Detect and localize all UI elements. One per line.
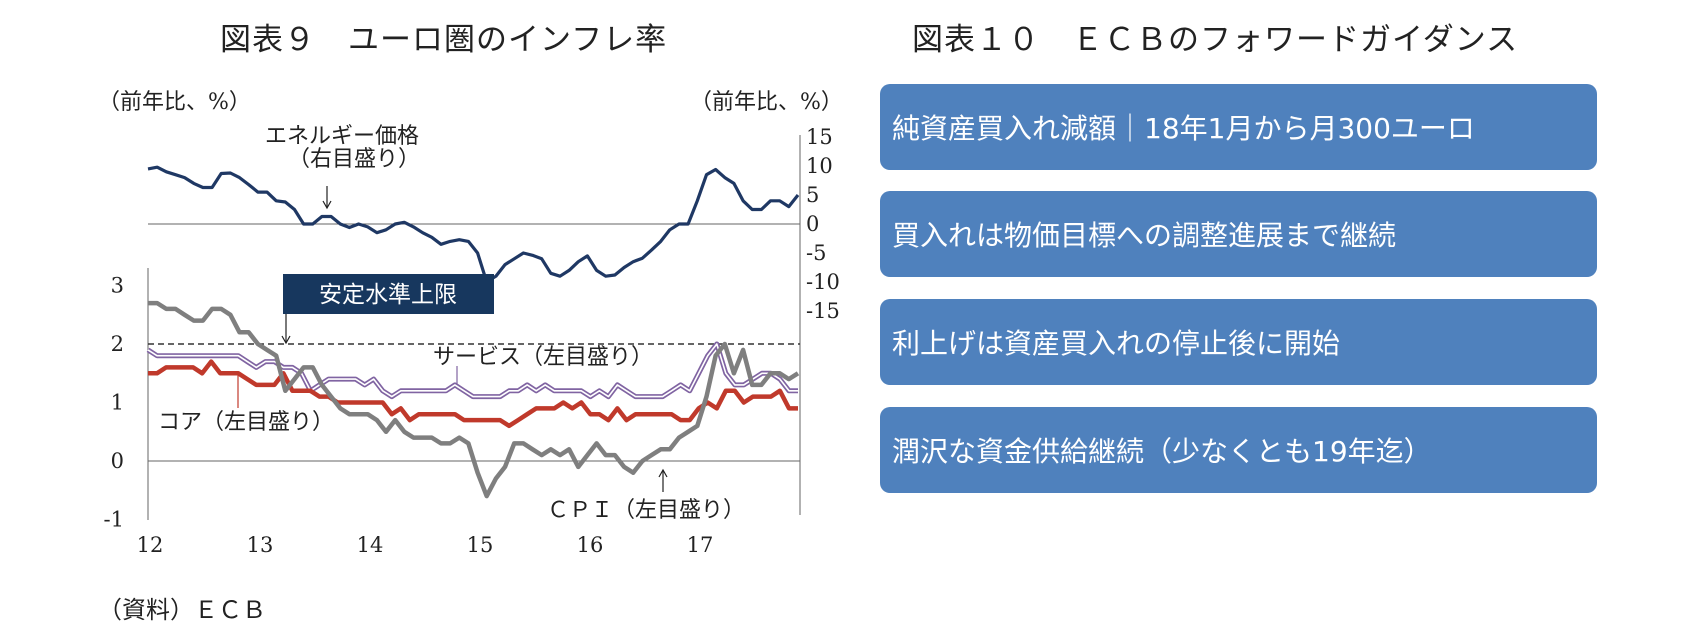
energy-label-line2: （右目盛り） — [288, 147, 420, 172]
right-tick-label: 10 — [806, 154, 833, 178]
right-tick-label: -10 — [806, 270, 840, 294]
right-tick-label: 5 — [806, 183, 819, 207]
services-line-inner — [147, 343, 798, 398]
inflation-chart: （前年比、%） （前年比、%） エネルギー価格 （右目盛り） サービス（左目盛り… — [98, 90, 843, 557]
right-axis-unit: （前年比、%） — [690, 90, 843, 115]
x-tick-label: 14 — [357, 533, 384, 557]
reference-pointer-head — [281, 335, 291, 345]
left-tick-label: 0 — [111, 449, 124, 473]
x-tick-label: 15 — [467, 533, 494, 557]
guidance-title: 図表１０ ＥＣＢのフォワードガイダンス — [912, 22, 1519, 58]
energy-line — [147, 165, 800, 284]
x-tick-label: 17 — [687, 533, 714, 557]
right-tick-label: -15 — [806, 299, 840, 323]
guidance-box-1: 純資産買入れ減額｜18年1月から月300ユーロ — [880, 84, 1597, 170]
guidance-box-2: 買入れは物価目標への調整進展まで継続 — [880, 191, 1597, 277]
core-line — [148, 359, 798, 429]
x-tick-label: 16 — [577, 533, 604, 557]
core-label: コア（左目盛り） — [158, 410, 334, 435]
right-tick-label: 0 — [806, 212, 819, 236]
left-tick-label: 2 — [111, 332, 124, 356]
cpi-pointer-head — [658, 468, 668, 478]
reference-label-box — [283, 274, 494, 314]
right-tick-label: -5 — [806, 241, 826, 265]
services-label: サービス（左目盛り） — [433, 345, 653, 370]
left-tick-label: 3 — [111, 274, 124, 298]
cpi-line — [148, 300, 800, 499]
guidance-box-3: 利上げは資産買入れの停止後に開始 — [880, 299, 1597, 385]
reference-label: 安定水準上限 — [319, 282, 457, 308]
right-tick-label: 15 — [806, 125, 833, 149]
cpi-label: ＣＰＩ（左目盛り） — [547, 498, 745, 523]
left-tick-label: 1 — [111, 391, 124, 415]
chart-title: 図表９ ユーロ圏のインフレ率 — [220, 22, 668, 58]
x-tick-label: 13 — [247, 533, 274, 557]
x-tick-label: 12 — [137, 533, 164, 557]
left-tick-label: -1 — [104, 508, 124, 532]
left-axis-unit: （前年比、%） — [98, 90, 251, 115]
source-note: （資料）ＥＣＢ — [98, 596, 266, 624]
guidance-box-4: 潤沢な資金供給継続（少なくとも19年迄） — [880, 407, 1597, 493]
energy-pointer-head — [322, 200, 332, 210]
energy-label-line1: エネルギー価格 — [265, 124, 419, 149]
